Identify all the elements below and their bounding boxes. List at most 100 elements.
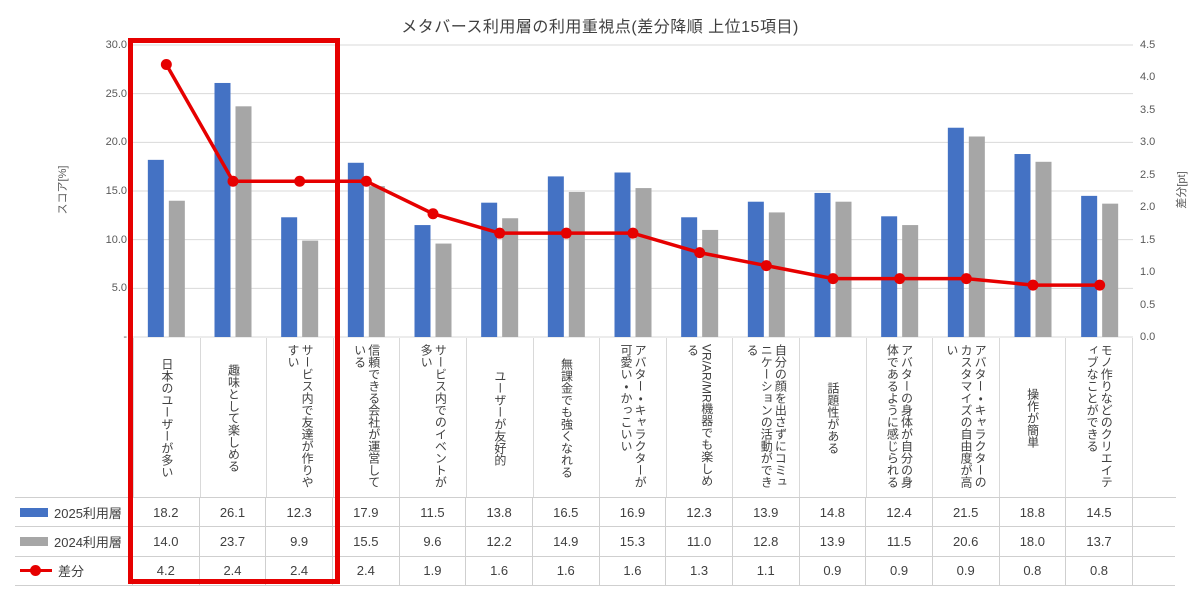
right-tick-label: 1.5 — [1140, 233, 1156, 246]
bar-series-2 — [768, 212, 785, 337]
table-value-cell: 12.3 — [266, 498, 333, 528]
chart-title: メタバース利用層の利用重視点(差分降順 上位15項目) — [401, 19, 799, 36]
table-value-cell: 16.5 — [532, 498, 600, 528]
table-value-cell: 2.4 — [199, 556, 267, 586]
bar-series-1 — [1014, 154, 1031, 337]
table-value-cell: 18.0 — [999, 527, 1067, 557]
diff-marker — [1027, 279, 1039, 291]
table-value-cell: 1.3 — [666, 556, 733, 586]
category-label: 自分の顔を出さずにコミュニケーションの活動ができる — [733, 338, 800, 497]
diff-marker — [760, 260, 772, 272]
table-value-cell: 13.9 — [799, 527, 867, 557]
table-value-cell: 13.8 — [466, 498, 533, 528]
legend-label: 2024利用層 — [54, 534, 122, 550]
right-tick-label: 4.5 — [1140, 39, 1156, 51]
table-value-cell: 26.1 — [199, 498, 267, 528]
table-value-cell: 11.5 — [399, 498, 467, 528]
right-tick-label: 4.0 — [1140, 71, 1156, 84]
table-filler-cell — [1132, 498, 1175, 528]
diff-marker — [694, 247, 706, 259]
category-label: アバター・キャラクターのカスタマイズの自由度が高い — [933, 338, 1000, 497]
diff-marker — [294, 175, 306, 187]
diff-marker — [560, 227, 572, 239]
legend-bar-swatch — [20, 507, 48, 517]
bar-series-2 — [702, 229, 719, 337]
category-label: ユーザーが友好的 — [467, 338, 534, 497]
table-value-cell: 18.2 — [133, 498, 200, 528]
table-filler-cell — [1132, 556, 1175, 586]
table-value-cell: 0.9 — [932, 556, 1000, 586]
table-value-cell: 9.9 — [266, 527, 333, 557]
table-value-cell: 0.8 — [999, 556, 1067, 586]
diff-marker — [360, 175, 372, 187]
table-value-cell: 15.3 — [599, 527, 667, 557]
bar-series-2 — [168, 200, 185, 337]
bar-series-1 — [747, 201, 764, 337]
diff-marker — [160, 58, 172, 70]
bar-series-2 — [302, 240, 319, 337]
bar-series-2 — [635, 188, 652, 337]
table-value-cell: 12.8 — [732, 527, 800, 557]
left-tick-label: 30.0 — [105, 39, 127, 51]
legend-label: 差分 — [58, 564, 85, 580]
table-value-cell: 18.8 — [999, 498, 1067, 528]
bar-series-2 — [435, 243, 452, 337]
diff-line — [164, 63, 1100, 287]
table-value-cell: 4.2 — [133, 556, 200, 586]
legend-line-swatch — [20, 565, 52, 577]
table-value-cell: 0.9 — [866, 556, 933, 586]
category-label: モノ作りなどのクリエイティブなことができる — [1066, 338, 1133, 497]
legend-item: 差分 — [15, 556, 133, 586]
right-tick-label: 3.5 — [1140, 103, 1156, 116]
bar-series-1 — [681, 217, 698, 337]
legend-item: 2025利用層 — [15, 498, 133, 528]
table-value-cell: 0.8 — [1066, 556, 1133, 586]
bar-series-1 — [281, 217, 298, 337]
table-value-cell: 21.5 — [932, 498, 1000, 528]
right-tick-label: 0.5 — [1140, 298, 1156, 311]
bar-series-1 — [147, 159, 164, 337]
bar-series-1 — [614, 172, 631, 337]
category-label: VR/AR/MR機器でも楽しめる — [667, 338, 734, 497]
legend-item: 2024利用層 — [15, 527, 133, 557]
diff-marker — [227, 175, 239, 187]
bar-series-1 — [547, 176, 564, 337]
table-value-cell: 20.6 — [932, 527, 1000, 557]
table-value-cell: 14.0 — [133, 527, 200, 557]
diff-marker — [627, 227, 639, 239]
table-value-cell: 14.9 — [532, 527, 600, 557]
category-label: サービス内でのイベントが多い — [400, 338, 467, 497]
diff-marker — [960, 273, 972, 285]
bar-series-1 — [347, 162, 364, 337]
table-value-cell: 13.9 — [732, 498, 800, 528]
bar-series-2 — [1035, 161, 1052, 337]
diff-marker — [427, 208, 439, 220]
right-tick-label: 1.0 — [1140, 266, 1156, 279]
table-filler-cell — [1132, 527, 1175, 557]
bar-series-2 — [235, 106, 252, 337]
diff-marker — [494, 227, 506, 239]
bar-series-1 — [214, 82, 231, 338]
bar-series-1 — [947, 127, 964, 337]
data-table: 2025利用層 18.2 26.1 12.3 17.9 11.5 13.8 16.5 16.9 1… — [15, 497, 1176, 586]
table-value-cell: 1.6 — [532, 556, 600, 586]
table-value-cell: 23.7 — [199, 527, 267, 557]
left-tick-label: - — [123, 331, 127, 343]
table-value-cell: 12.4 — [866, 498, 933, 528]
bar-series-2 — [968, 136, 985, 337]
right-tick-label: 3.0 — [1140, 136, 1156, 149]
table-value-cell: 17.9 — [332, 498, 400, 528]
left-tick-label: 10.0 — [105, 233, 127, 246]
bar-series-1 — [481, 202, 498, 337]
right-tick-label: 0.0 — [1140, 331, 1156, 343]
category-label: アバター・キャラクターが可愛い・かっこいい — [600, 338, 667, 497]
left-tick-label: 20.0 — [105, 136, 127, 149]
category-label: 話題性がある — [800, 338, 867, 497]
category-label: 無課金でも強くなれる — [534, 338, 601, 497]
bar-series-1 — [881, 216, 898, 337]
bar-series-2 — [835, 201, 852, 337]
table-value-cell: 14.8 — [799, 498, 867, 528]
bar-series-2 — [568, 191, 585, 337]
diff-marker — [894, 273, 906, 285]
